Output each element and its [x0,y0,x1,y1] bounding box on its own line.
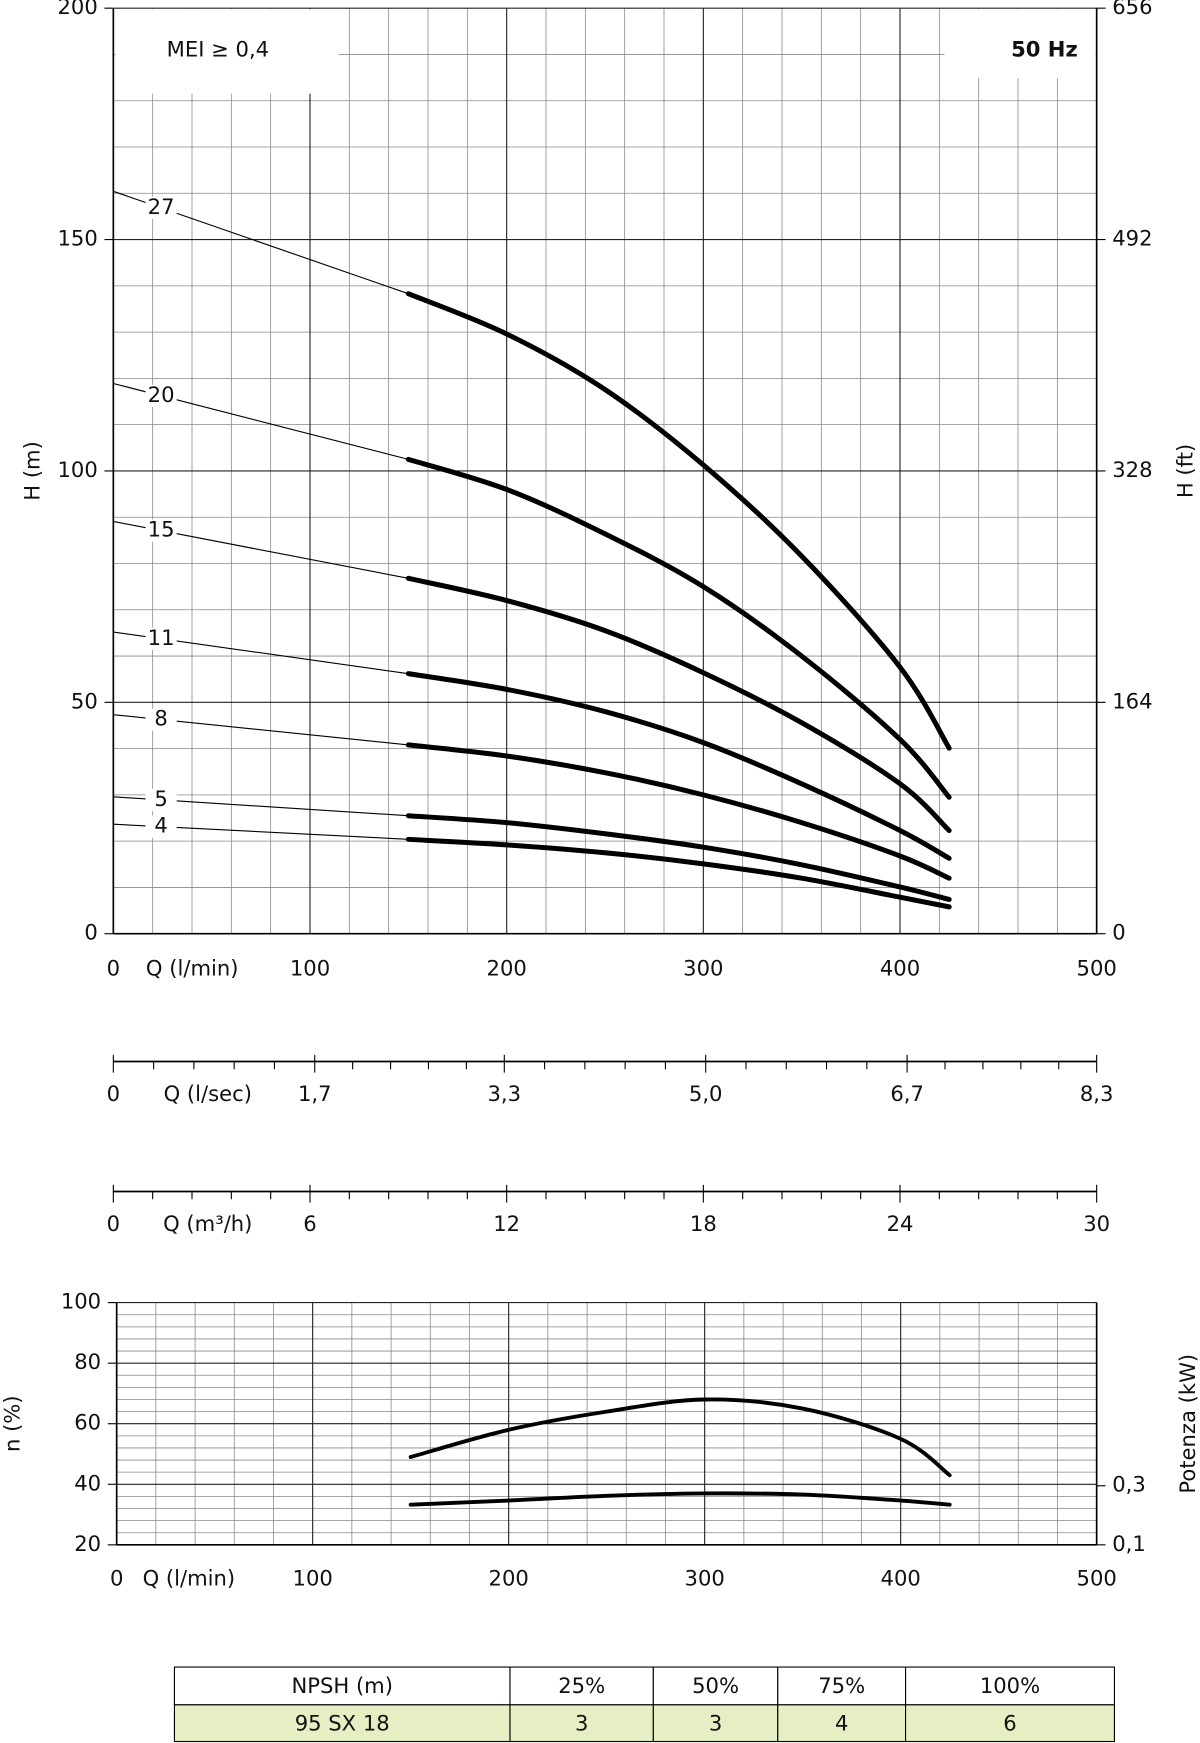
x-tick-label: 500 [1077,1565,1117,1590]
curve [408,1491,952,1507]
x-tick-label: 400 [880,955,920,980]
y-tick-label: 60 [74,1410,101,1435]
x-tick-label: 30 [1083,1211,1110,1236]
y-tick-label: 0 [84,920,97,945]
x-tick-label: 18 [690,1211,717,1236]
annotation: 50 Hz [1011,36,1078,61]
y2-tick-label: 0 [1112,920,1125,945]
table-text: 95 SX 18 [295,1710,390,1735]
x-axis-label: Q (l/min) [146,955,239,980]
x-tick-label: 300 [685,1565,725,1590]
x-tick-label: 6,7 [890,1081,924,1106]
label-bg [145,196,177,219]
label-bg [145,519,177,542]
curve [405,456,952,800]
x-tick-label: 3,3 [488,1081,522,1106]
curve [405,291,952,751]
table-cell [652,1704,779,1743]
table-cell [652,1666,779,1706]
x-tick-label: 100 [293,1565,333,1590]
x-axis-label: Q (m³/h) [163,1211,252,1236]
label-bg [142,955,243,983]
label-bg [145,627,177,650]
x-tick-label: 6 [303,1211,316,1236]
x-tick-label: 24 [887,1211,914,1236]
x-tick-label: 100 [290,955,330,980]
x-tick-label: 0 [110,1565,123,1590]
curve [408,1397,952,1478]
table-cell [777,1704,907,1743]
x-tick-label: 200 [487,955,527,980]
y2-tick-label: 328 [1112,457,1152,482]
table-cell [905,1704,1115,1743]
table-cell [173,1666,511,1706]
y-tick-label: 20 [74,1531,101,1556]
curve [405,836,952,910]
y-tick-label: 100 [61,1289,101,1314]
x-tick-label: 0 [107,1081,120,1106]
x-tick-label: 200 [489,1565,529,1590]
annotation-box [944,9,1096,79]
y-tick-label: 50 [71,688,98,713]
table-cell [509,1666,654,1706]
table-cell [905,1666,1115,1706]
curve [405,671,952,861]
label-bg [145,708,177,731]
y2-axis-label: H (ft) [1173,444,1198,498]
series-label: 8 [154,706,167,731]
series-label: 27 [148,194,175,219]
label-bg [145,788,177,812]
table-cell [509,1704,654,1743]
curve [405,742,952,881]
x-axis-label: Q (l/min) [143,1565,236,1590]
y2-tick-label: 164 [1112,688,1152,713]
annotation-box [115,9,339,94]
series-label: 4 [154,813,167,838]
x-tick-label: 400 [881,1565,921,1590]
y-tick-label: 80 [74,1349,101,1374]
series-label: 20 [148,382,175,407]
table-cell [777,1666,907,1706]
table-text: 3 [575,1710,588,1735]
table-cell [173,1704,511,1743]
table-text: 75% [818,1673,865,1698]
table-text: 100% [980,1673,1040,1698]
x-tick-label: 8,3 [1080,1081,1114,1106]
y-tick-label: 100 [57,457,97,482]
x-tick-label: 0 [107,955,120,980]
x-tick-label: 300 [683,955,723,980]
label-bg [138,1565,239,1593]
x-tick-label: 12 [493,1211,520,1236]
x-tick-label: 5,0 [689,1081,723,1106]
y-axis-label: H (m) [19,441,44,501]
x-tick-label: 0 [107,1211,120,1236]
y-tick-label: 40 [74,1470,101,1495]
curve [405,575,952,834]
label-bg [145,815,177,838]
annotation: MEI ≥ 0,4 [167,36,269,61]
y-axis-label: n (%) [0,1395,24,1452]
y2-tick-label: 0,3 [1112,1472,1146,1497]
y-tick-label: 200 [57,0,97,19]
table-text: 4 [835,1710,848,1735]
series-label: 11 [148,625,175,650]
y-tick-label: 150 [57,226,97,251]
table-text: NPSH (m) [291,1673,393,1698]
y2-tick-label: 656 [1112,0,1152,19]
table-text: 25% [558,1673,605,1698]
x-tick-label: 500 [1077,955,1117,980]
x-axis-label: Q (l/sec) [164,1081,252,1106]
table-text: 6 [1003,1710,1016,1735]
x-tick-label: 1,7 [298,1081,332,1106]
y2-tick-label: 492 [1112,226,1152,251]
y2-tick-label: 0,1 [1112,1531,1146,1556]
table-text: 50% [692,1673,739,1698]
curve [405,813,952,902]
series-label: 15 [148,517,175,542]
label-bg [145,384,177,407]
series-label: 5 [154,786,167,811]
y2-axis-label: Potenza (kW) [1175,1354,1200,1494]
table-text: 3 [709,1710,722,1735]
